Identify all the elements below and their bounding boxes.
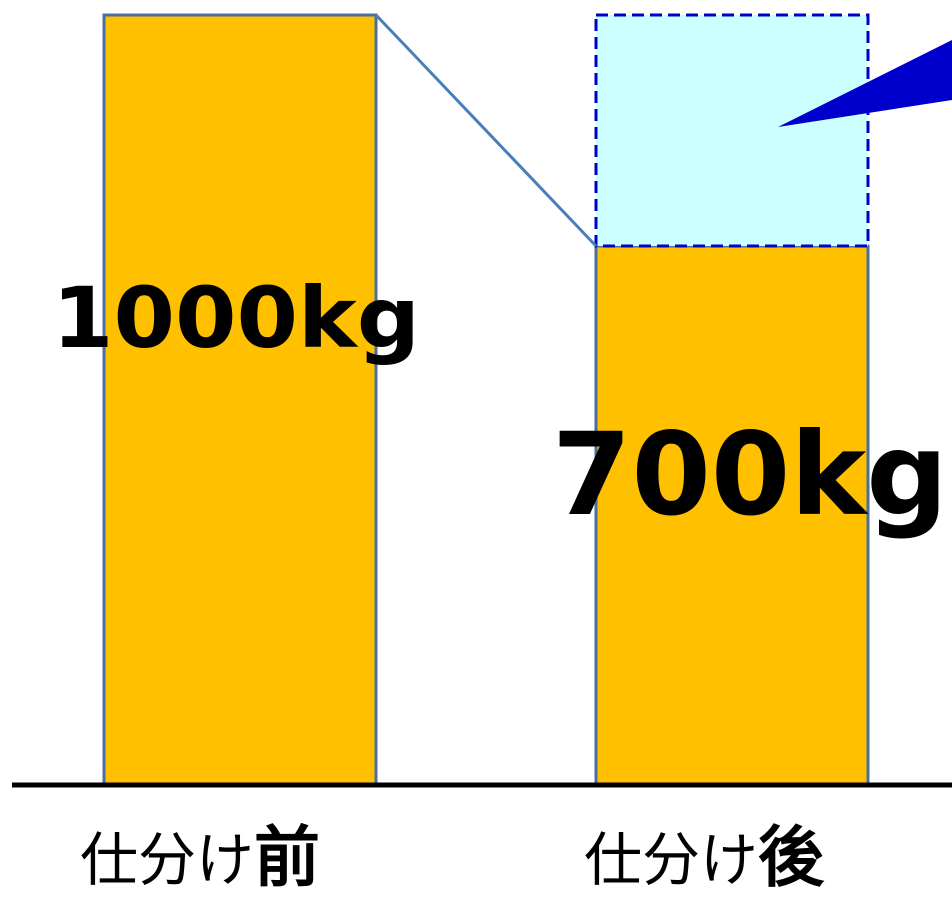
category-emphasis: 後 [758,819,825,896]
category-prefix: 仕分け [584,826,758,894]
category-label-before: 仕分け前 [80,819,320,896]
callout-pointer [778,40,952,127]
value-label-after: 700kg [552,408,948,541]
connector-line [374,13,598,248]
category-label-after: 仕分け後 [584,819,825,896]
removed-portion-box [594,13,870,248]
category-emphasis: 前 [254,819,320,896]
bar-before [102,13,378,787]
category-prefix: 仕分け [80,826,254,894]
bar-after [594,244,870,787]
value-label-before: 1000kg [52,269,420,367]
